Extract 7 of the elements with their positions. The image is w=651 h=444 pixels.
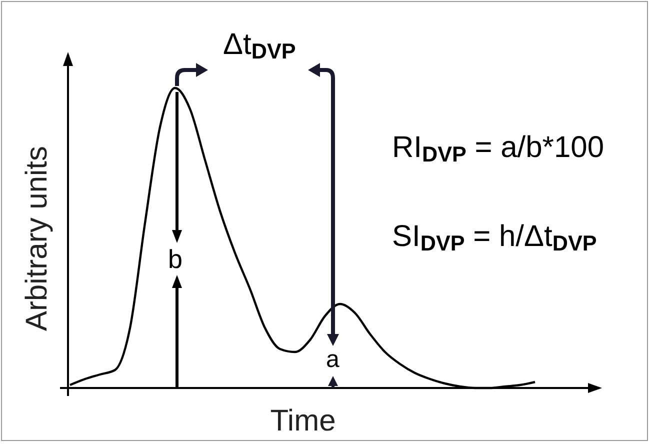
y-axis-title: Arbitrary units (20, 146, 54, 332)
annotation: b (168, 244, 182, 274)
text: Δt$_{DVP}$ (223, 28, 296, 64)
x-axis-title: Time (270, 404, 336, 438)
annotation: RI$_{DVP}$ = a/b*100 (392, 131, 604, 166)
annotation: a (326, 346, 340, 373)
annotation: SI$_{DVP}$ = h/Δt$_{DVP}$ (392, 220, 597, 256)
